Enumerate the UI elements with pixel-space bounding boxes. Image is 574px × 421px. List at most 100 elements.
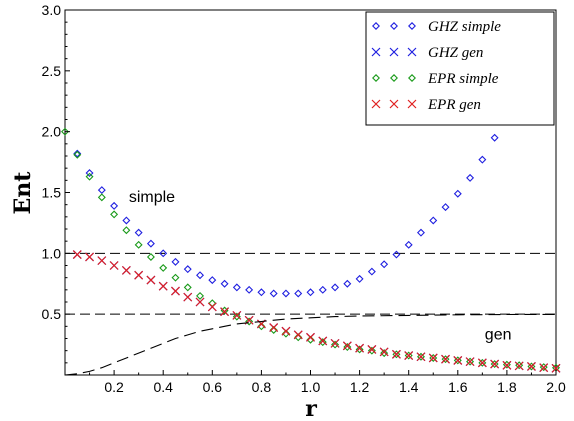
data-point-epr-simple [429, 353, 438, 362]
data-point-epr-simple [416, 352, 425, 361]
legend-label-ghz-gen: GHZ gen [428, 45, 483, 61]
data-point-epr-gen [514, 361, 524, 371]
data-point-epr-simple [110, 210, 119, 219]
x-tick-label: 1.4 [399, 379, 419, 395]
data-point-ghz-simple [97, 186, 106, 195]
data-point-epr-gen [269, 323, 279, 332]
data-point-epr-simple [85, 172, 94, 181]
data-point-epr-gen [109, 261, 119, 270]
data-point-epr-gen [330, 338, 340, 348]
data-point-ghz-simple [490, 133, 499, 142]
series-line-dashed-curve [64, 313, 557, 376]
data-point-epr-gen [404, 351, 414, 360]
data-point-epr-simple [466, 357, 475, 366]
data-point-epr-gen [207, 302, 217, 312]
data-point-epr-gen [551, 363, 561, 373]
data-point-epr-gen [379, 347, 389, 357]
data-point-epr-simple [245, 317, 254, 326]
data-point-ghz-simple [392, 250, 401, 259]
data-point-epr-simple [171, 273, 180, 282]
data-point-epr-gen [134, 270, 144, 280]
data-point-epr-gen [158, 281, 168, 291]
series-ghz-simple [73, 133, 499, 298]
data-point-ghz-simple [183, 265, 192, 274]
x-tick-label: 0.2 [104, 379, 124, 395]
data-point-ghz-simple [466, 173, 475, 182]
legend: GHZ simple GHZ gen EPR simple EPR gen [365, 11, 555, 126]
y-tick-label: 1.0 [42, 245, 62, 261]
y-tick-label: 1.5 [42, 185, 62, 201]
data-point-epr-simple [159, 263, 168, 272]
legend-marker-epr-gen [389, 99, 399, 109]
data-point-epr-gen [416, 352, 426, 362]
data-point-epr-gen [453, 355, 463, 365]
data-point-ghz-simple [355, 274, 364, 283]
data-point-epr-gen [342, 341, 352, 351]
data-point-ghz-simple [171, 257, 180, 266]
legend-marker-ghz-simple [372, 22, 380, 30]
data-point-ghz-simple [208, 276, 217, 285]
x-tick-label: 1.0 [301, 379, 321, 395]
data-point-ghz-simple [380, 260, 389, 269]
data-point-ghz-simple [441, 203, 450, 212]
data-point-epr-simple [392, 350, 401, 359]
data-point-ghz-simple [122, 216, 131, 225]
data-point-ghz-simple [318, 285, 327, 294]
series-dashed-curve [64, 313, 557, 376]
data-point-epr-simple [122, 226, 131, 235]
data-point-epr-simple [343, 343, 352, 351]
x-tick-label: 1.6 [448, 379, 468, 395]
x-axis-ticks: 0.2 0.4 0.6 0.8 1.0 1.2 1.4 1.6 1.8 2.0 [89, 370, 566, 395]
data-point-epr-gen [85, 252, 94, 262]
data-point-epr-gen [318, 336, 328, 346]
data-point-epr-simple [183, 283, 192, 292]
data-point-ghz-simple [245, 285, 254, 294]
y-tick-label: 0.5 [42, 306, 62, 322]
data-point-epr-simple [61, 127, 69, 136]
data-point-ghz-simple [220, 279, 229, 288]
legend-marker-ghz-gen [407, 47, 417, 57]
data-point-epr-gen [490, 359, 500, 369]
data-point-epr-gen [220, 307, 229, 317]
data-point-epr-simple [318, 338, 327, 347]
series-layer [61, 127, 561, 376]
data-point-epr-gen [146, 275, 156, 285]
x-tick-label: 1.2 [350, 379, 370, 395]
data-point-epr-gen [441, 354, 450, 364]
data-point-ghz-simple [294, 289, 303, 298]
data-point-epr-simple [490, 360, 499, 369]
data-point-epr-simple [73, 150, 82, 159]
legend-marker-epr-simple [390, 74, 398, 82]
data-point-ghz-simple [232, 283, 241, 292]
data-point-epr-simple [196, 291, 205, 300]
data-point-ghz-simple [110, 201, 119, 210]
data-point-ghz-simple [85, 169, 94, 178]
data-point-epr-gen [72, 250, 82, 259]
data-point-ghz-simple [159, 249, 168, 258]
data-point-ghz-simple [134, 228, 143, 237]
legend-marker-ghz-gen [389, 47, 399, 57]
data-point-ghz-simple [416, 228, 425, 237]
legend-marker-ghz-simple [408, 22, 416, 30]
data-point-epr-gen [195, 297, 205, 307]
y-axis-ticks: 0.5 1.0 1.5 2.0 2.5 3.0 [42, 2, 70, 364]
data-point-epr-gen [465, 357, 475, 367]
y-tick-label: 2.0 [42, 124, 62, 140]
legend-marker-epr-gen [371, 99, 381, 109]
data-point-ghz-simple [281, 289, 290, 298]
data-point-epr-gen [355, 343, 365, 353]
data-point-ghz-simple [367, 267, 376, 276]
series-epr-gen [72, 250, 561, 373]
data-point-epr-gen [527, 362, 536, 371]
x-tick-label: 0.8 [252, 379, 272, 395]
data-point-epr-gen [281, 326, 291, 336]
data-point-epr-gen [171, 286, 180, 296]
y-tick-label: 3.0 [42, 2, 62, 18]
legend-marker-ghz-simple [390, 22, 398, 30]
data-point-ghz-simple [331, 283, 340, 292]
data-point-epr-simple [134, 240, 143, 249]
data-point-epr-gen [502, 360, 512, 370]
x-tick-label: 0.6 [203, 379, 223, 395]
legend-marker-epr-simple [372, 74, 380, 82]
